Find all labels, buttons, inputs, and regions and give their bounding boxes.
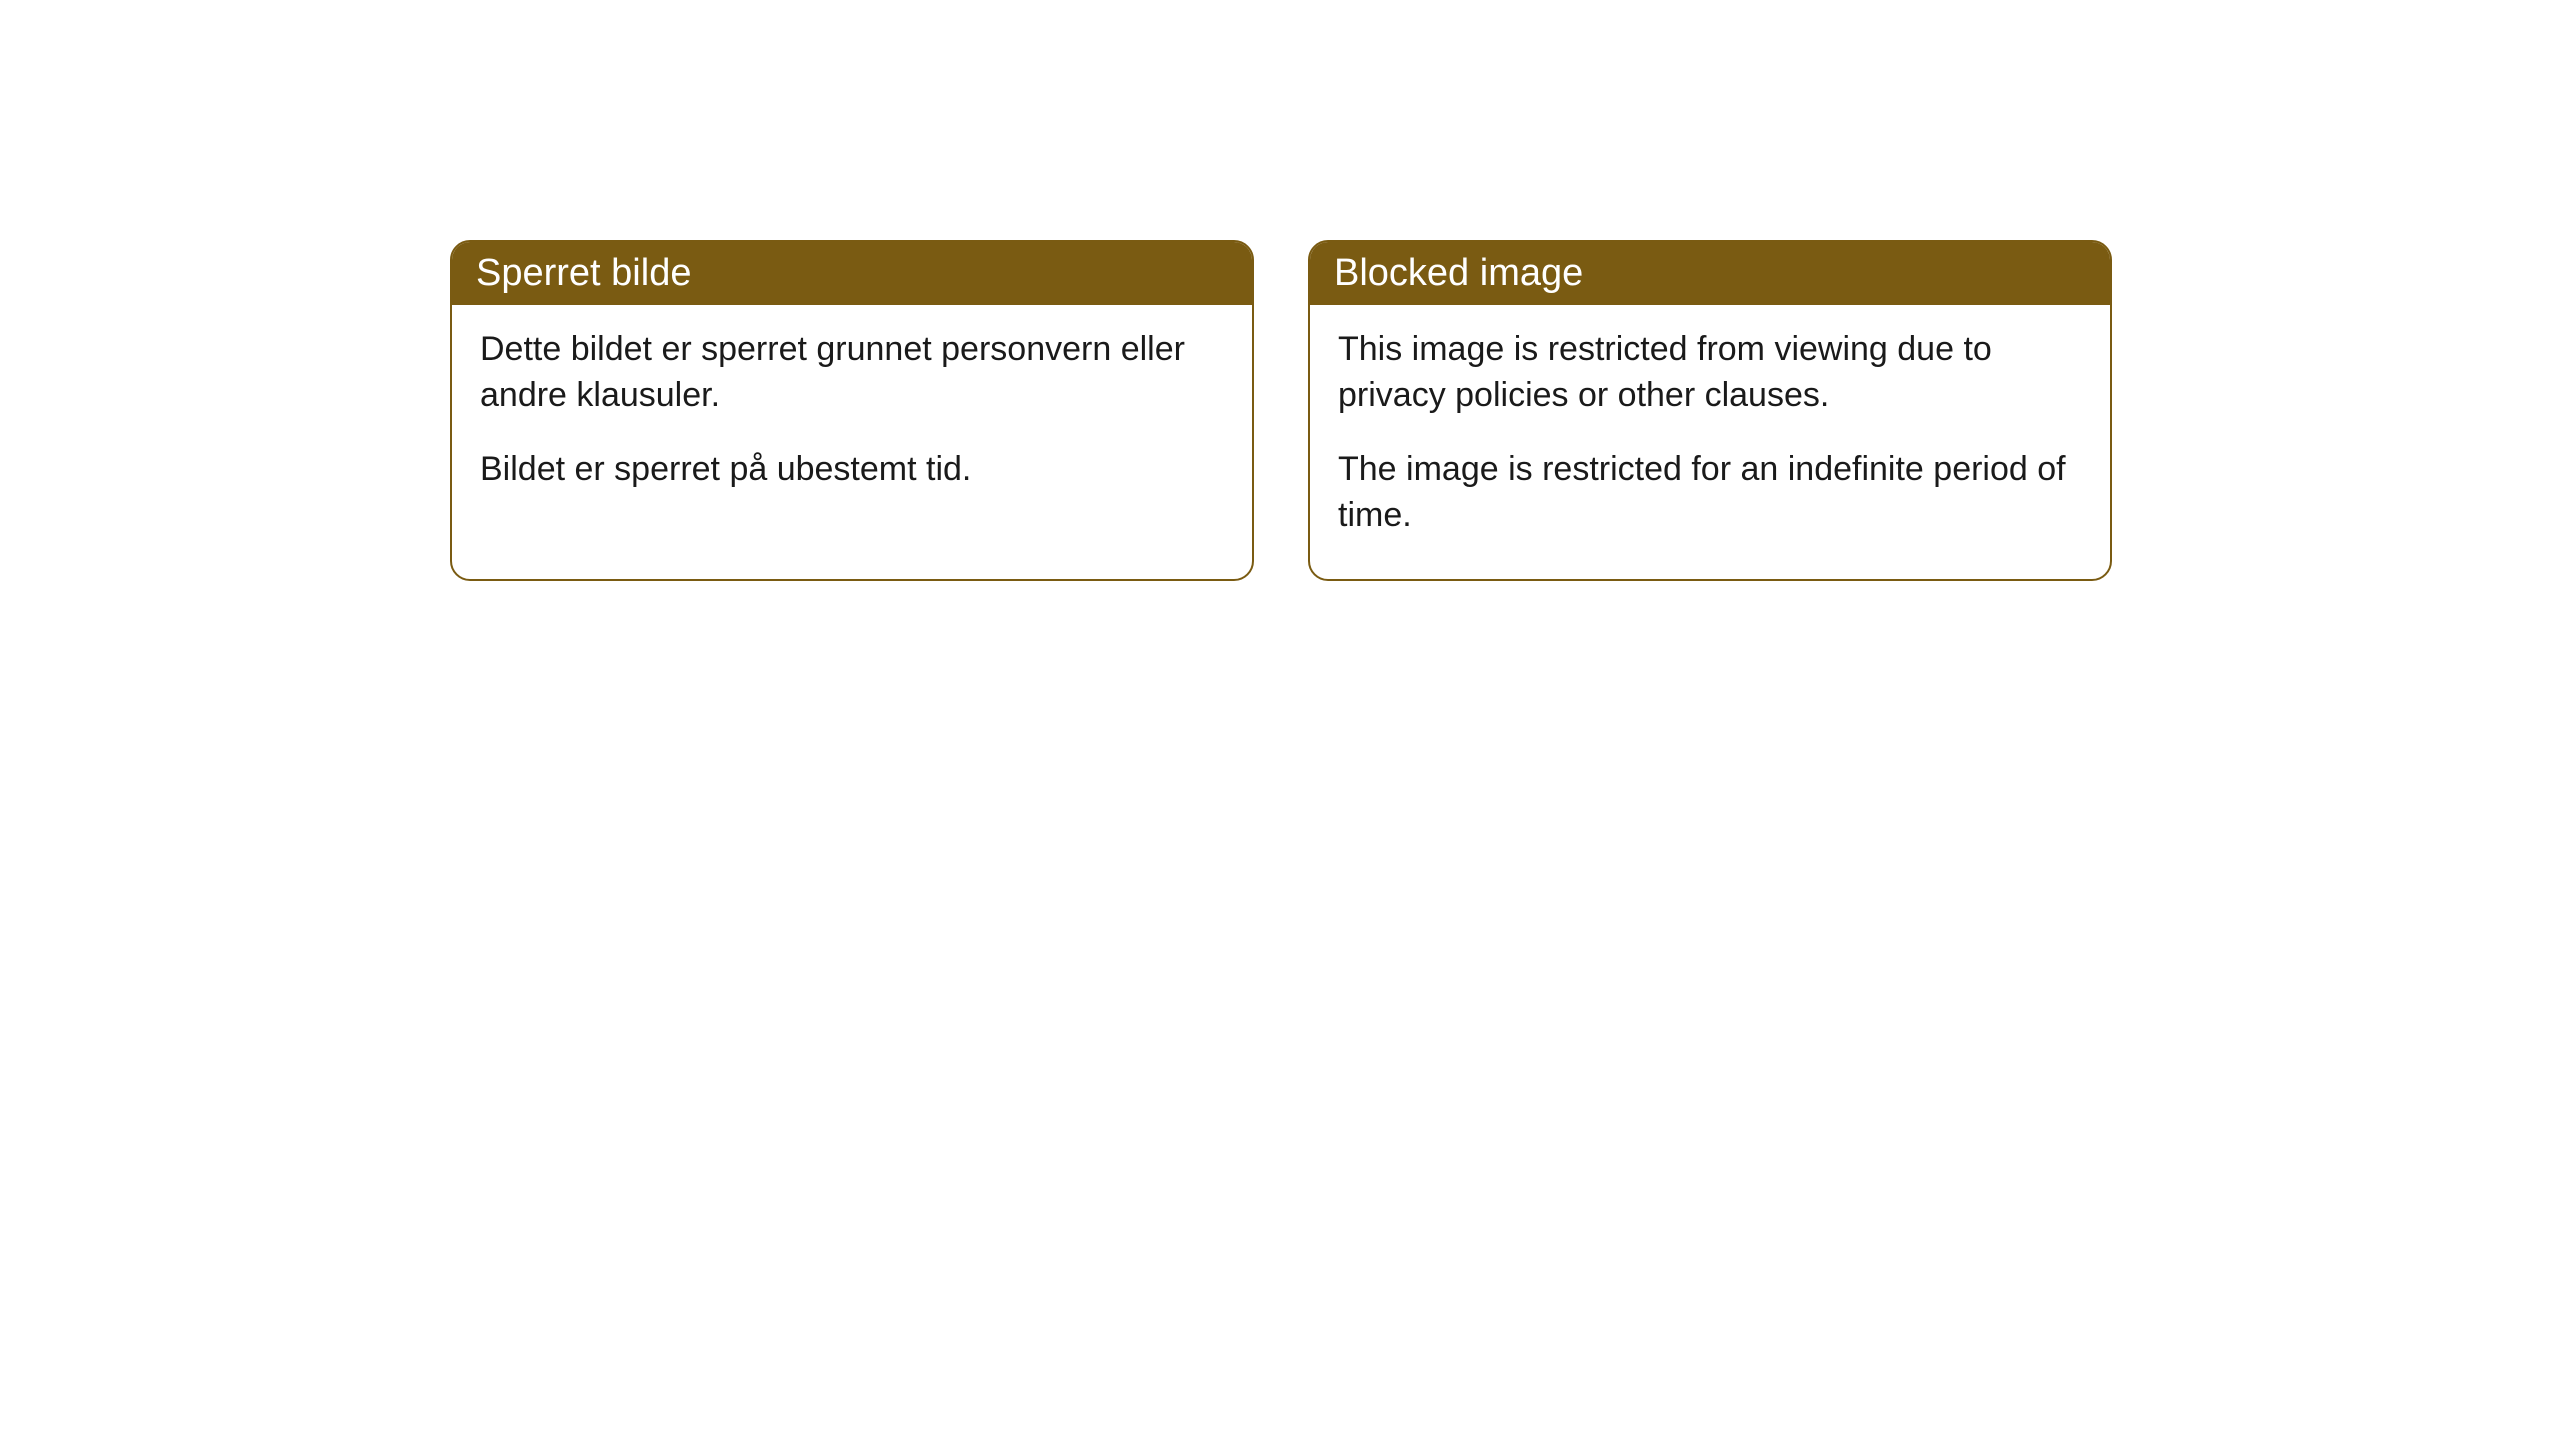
card-body-english: This image is restricted from viewing du… [1310,305,2110,579]
card-paragraph-2-english: The image is restricted for an indefinit… [1338,447,2082,539]
card-body-norwegian: Dette bildet er sperret grunnet personve… [452,305,1252,533]
notice-card-norwegian: Sperret bilde Dette bildet er sperret gr… [450,240,1254,581]
notice-cards-container: Sperret bilde Dette bildet er sperret gr… [0,0,2560,581]
notice-card-english: Blocked image This image is restricted f… [1308,240,2112,581]
card-title-norwegian: Sperret bilde [452,242,1252,305]
card-paragraph-2-norwegian: Bildet er sperret på ubestemt tid. [480,447,1224,493]
card-paragraph-1-norwegian: Dette bildet er sperret grunnet personve… [480,327,1224,419]
card-paragraph-1-english: This image is restricted from viewing du… [1338,327,2082,419]
card-title-english: Blocked image [1310,242,2110,305]
